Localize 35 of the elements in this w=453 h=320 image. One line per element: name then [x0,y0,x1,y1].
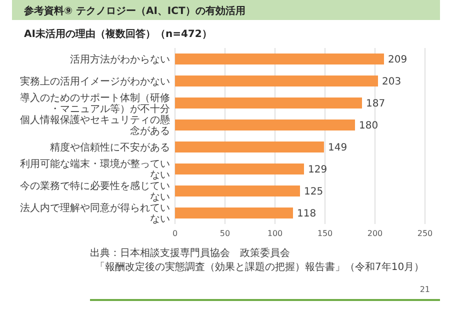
y-tick-label: 実務上の活用イメージがわかない [20,76,170,88]
y-tick-label: 精度や信頼性に不安がある [50,142,170,154]
source-note: 出典：日本相談支援専門員協会 政策委員会 [90,247,290,259]
y-tick-label: 利用可能な端末・環境が整っていない [20,158,170,181]
y-tick-label: 活用方法がわからない [70,54,170,66]
bar [175,164,304,174]
bar [175,76,378,86]
x-tick-label: 150 [317,229,333,238]
bar [175,54,384,64]
bar [175,142,324,152]
chart-subtitle: AI未活用の理由（複数回答）（n=472） [24,28,212,40]
x-tick-label: 200 [367,229,383,238]
data-label: 129 [308,164,328,176]
y-tick-label: 個人情報保護やセキュリティの懸念がある [20,114,170,137]
data-label: 125 [304,186,324,198]
data-label: 209 [388,54,408,66]
bar [175,186,300,196]
x-tick-label: 50 [220,229,230,238]
data-label: 203 [382,76,402,88]
y-tick-label: 導入のためのサポート体制（研修・マニュアル等）が不十分 [20,92,170,115]
y-tick-label: 今の業務で特に必要性を感じていない [20,180,170,203]
data-label: 187 [366,98,386,110]
data-label: 180 [359,120,378,132]
data-label: 118 [297,208,316,220]
bar [175,120,355,130]
text: 21 [420,285,430,294]
x-tick-label: 0 [172,229,178,238]
data-label: 149 [328,142,348,154]
x-tick-label: 250 [417,229,433,238]
text: 「報酬改定後の実態調査（効果と課題の把握）報告書」（令和7年10月） [95,261,424,273]
bar [175,208,293,218]
x-tick-label: 100 [267,229,283,238]
bar [175,98,362,108]
y-tick-label: 法人内で理解や同意が得られていない [20,202,170,225]
chart-title: 参考資料⑨ テクノロジー（AI、ICT）の有効活用 [23,5,246,17]
